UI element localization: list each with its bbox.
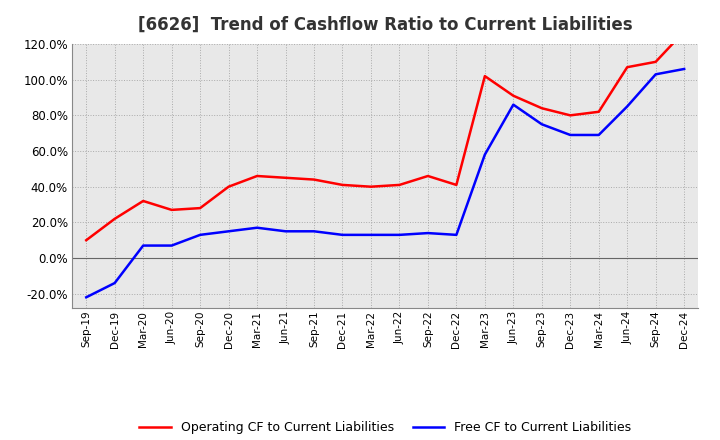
Operating CF to Current Liabilities (566, 113, 575, 118)
Free CF to Current Liabilities (310, 229, 318, 234)
Operating CF to Current Liabilities (338, 182, 347, 187)
Free CF to Current Liabilities (595, 132, 603, 138)
Free CF to Current Liabilities (110, 280, 119, 286)
Free CF to Current Liabilities (225, 229, 233, 234)
Free CF to Current Liabilities (167, 243, 176, 248)
Free CF to Current Liabilities (366, 232, 375, 238)
Free CF to Current Liabilities (452, 232, 461, 238)
Free CF to Current Liabilities (509, 102, 518, 107)
Operating CF to Current Liabilities (196, 205, 204, 211)
Operating CF to Current Liabilities (537, 106, 546, 111)
Operating CF to Current Liabilities (310, 177, 318, 182)
Free CF to Current Liabilities (82, 295, 91, 300)
Operating CF to Current Liabilities (82, 238, 91, 243)
Free CF to Current Liabilities (139, 243, 148, 248)
Operating CF to Current Liabilities (480, 73, 489, 79)
Line: Operating CF to Current Liabilities: Operating CF to Current Liabilities (86, 32, 684, 240)
Free CF to Current Liabilities (423, 231, 432, 236)
Free CF to Current Liabilities (566, 132, 575, 138)
Free CF to Current Liabilities (282, 229, 290, 234)
Free CF to Current Liabilities (338, 232, 347, 238)
Operating CF to Current Liabilities (395, 182, 404, 187)
Operating CF to Current Liabilities (139, 198, 148, 204)
Free CF to Current Liabilities (623, 104, 631, 109)
Operating CF to Current Liabilities (366, 184, 375, 189)
Free CF to Current Liabilities (395, 232, 404, 238)
Operating CF to Current Liabilities (423, 173, 432, 179)
Operating CF to Current Liabilities (452, 182, 461, 187)
Operating CF to Current Liabilities (110, 216, 119, 221)
Operating CF to Current Liabilities (167, 207, 176, 213)
Free CF to Current Liabilities (253, 225, 261, 231)
Free CF to Current Liabilities (680, 66, 688, 72)
Free CF to Current Liabilities (652, 72, 660, 77)
Title: [6626]  Trend of Cashflow Ratio to Current Liabilities: [6626] Trend of Cashflow Ratio to Curren… (138, 16, 632, 34)
Operating CF to Current Liabilities (652, 59, 660, 65)
Free CF to Current Liabilities (196, 232, 204, 238)
Operating CF to Current Liabilities (509, 93, 518, 99)
Line: Free CF to Current Liabilities: Free CF to Current Liabilities (86, 69, 684, 297)
Free CF to Current Liabilities (480, 152, 489, 157)
Operating CF to Current Liabilities (282, 175, 290, 180)
Free CF to Current Liabilities (537, 121, 546, 127)
Operating CF to Current Liabilities (680, 29, 688, 34)
Operating CF to Current Liabilities (623, 65, 631, 70)
Operating CF to Current Liabilities (253, 173, 261, 179)
Legend: Operating CF to Current Liabilities, Free CF to Current Liabilities: Operating CF to Current Liabilities, Fre… (135, 416, 636, 439)
Operating CF to Current Liabilities (225, 184, 233, 189)
Operating CF to Current Liabilities (595, 109, 603, 114)
